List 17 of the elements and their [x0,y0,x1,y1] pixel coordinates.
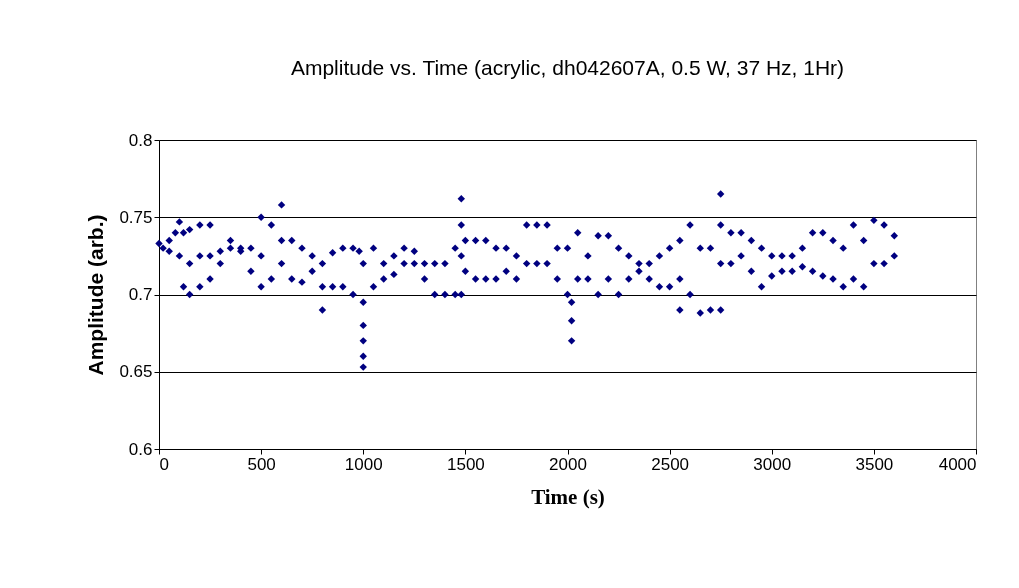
y-tick-label: 0.65 [119,362,153,382]
x-tick-label: 500 [247,454,276,474]
x-tick-label: 2500 [651,454,690,474]
x-tick-label: 2000 [549,454,587,474]
x-tick-label: 0 [159,454,169,474]
y-axis-title: Amplitude (arb.) [84,214,108,376]
y-tick-label: 0.6 [128,439,153,459]
x-tick-label: 3500 [855,454,894,474]
x-tick-label: 1000 [344,454,383,474]
y-tick-label: 0.75 [119,207,153,227]
x-tick-label: 4000 [938,454,977,474]
chart-title: Amplitude vs. Time (acrylic, dh042607A, 0.5 W, 37 Hz, 1Hr) [290,56,845,79]
y-tick-label: 0.7 [128,285,153,304]
x-tick-label: 3000 [753,454,792,474]
x-tick-label: 1500 [446,454,485,474]
x-axis-title: Time (s) [531,484,605,509]
y-tick-label: 0.8 [128,130,153,150]
